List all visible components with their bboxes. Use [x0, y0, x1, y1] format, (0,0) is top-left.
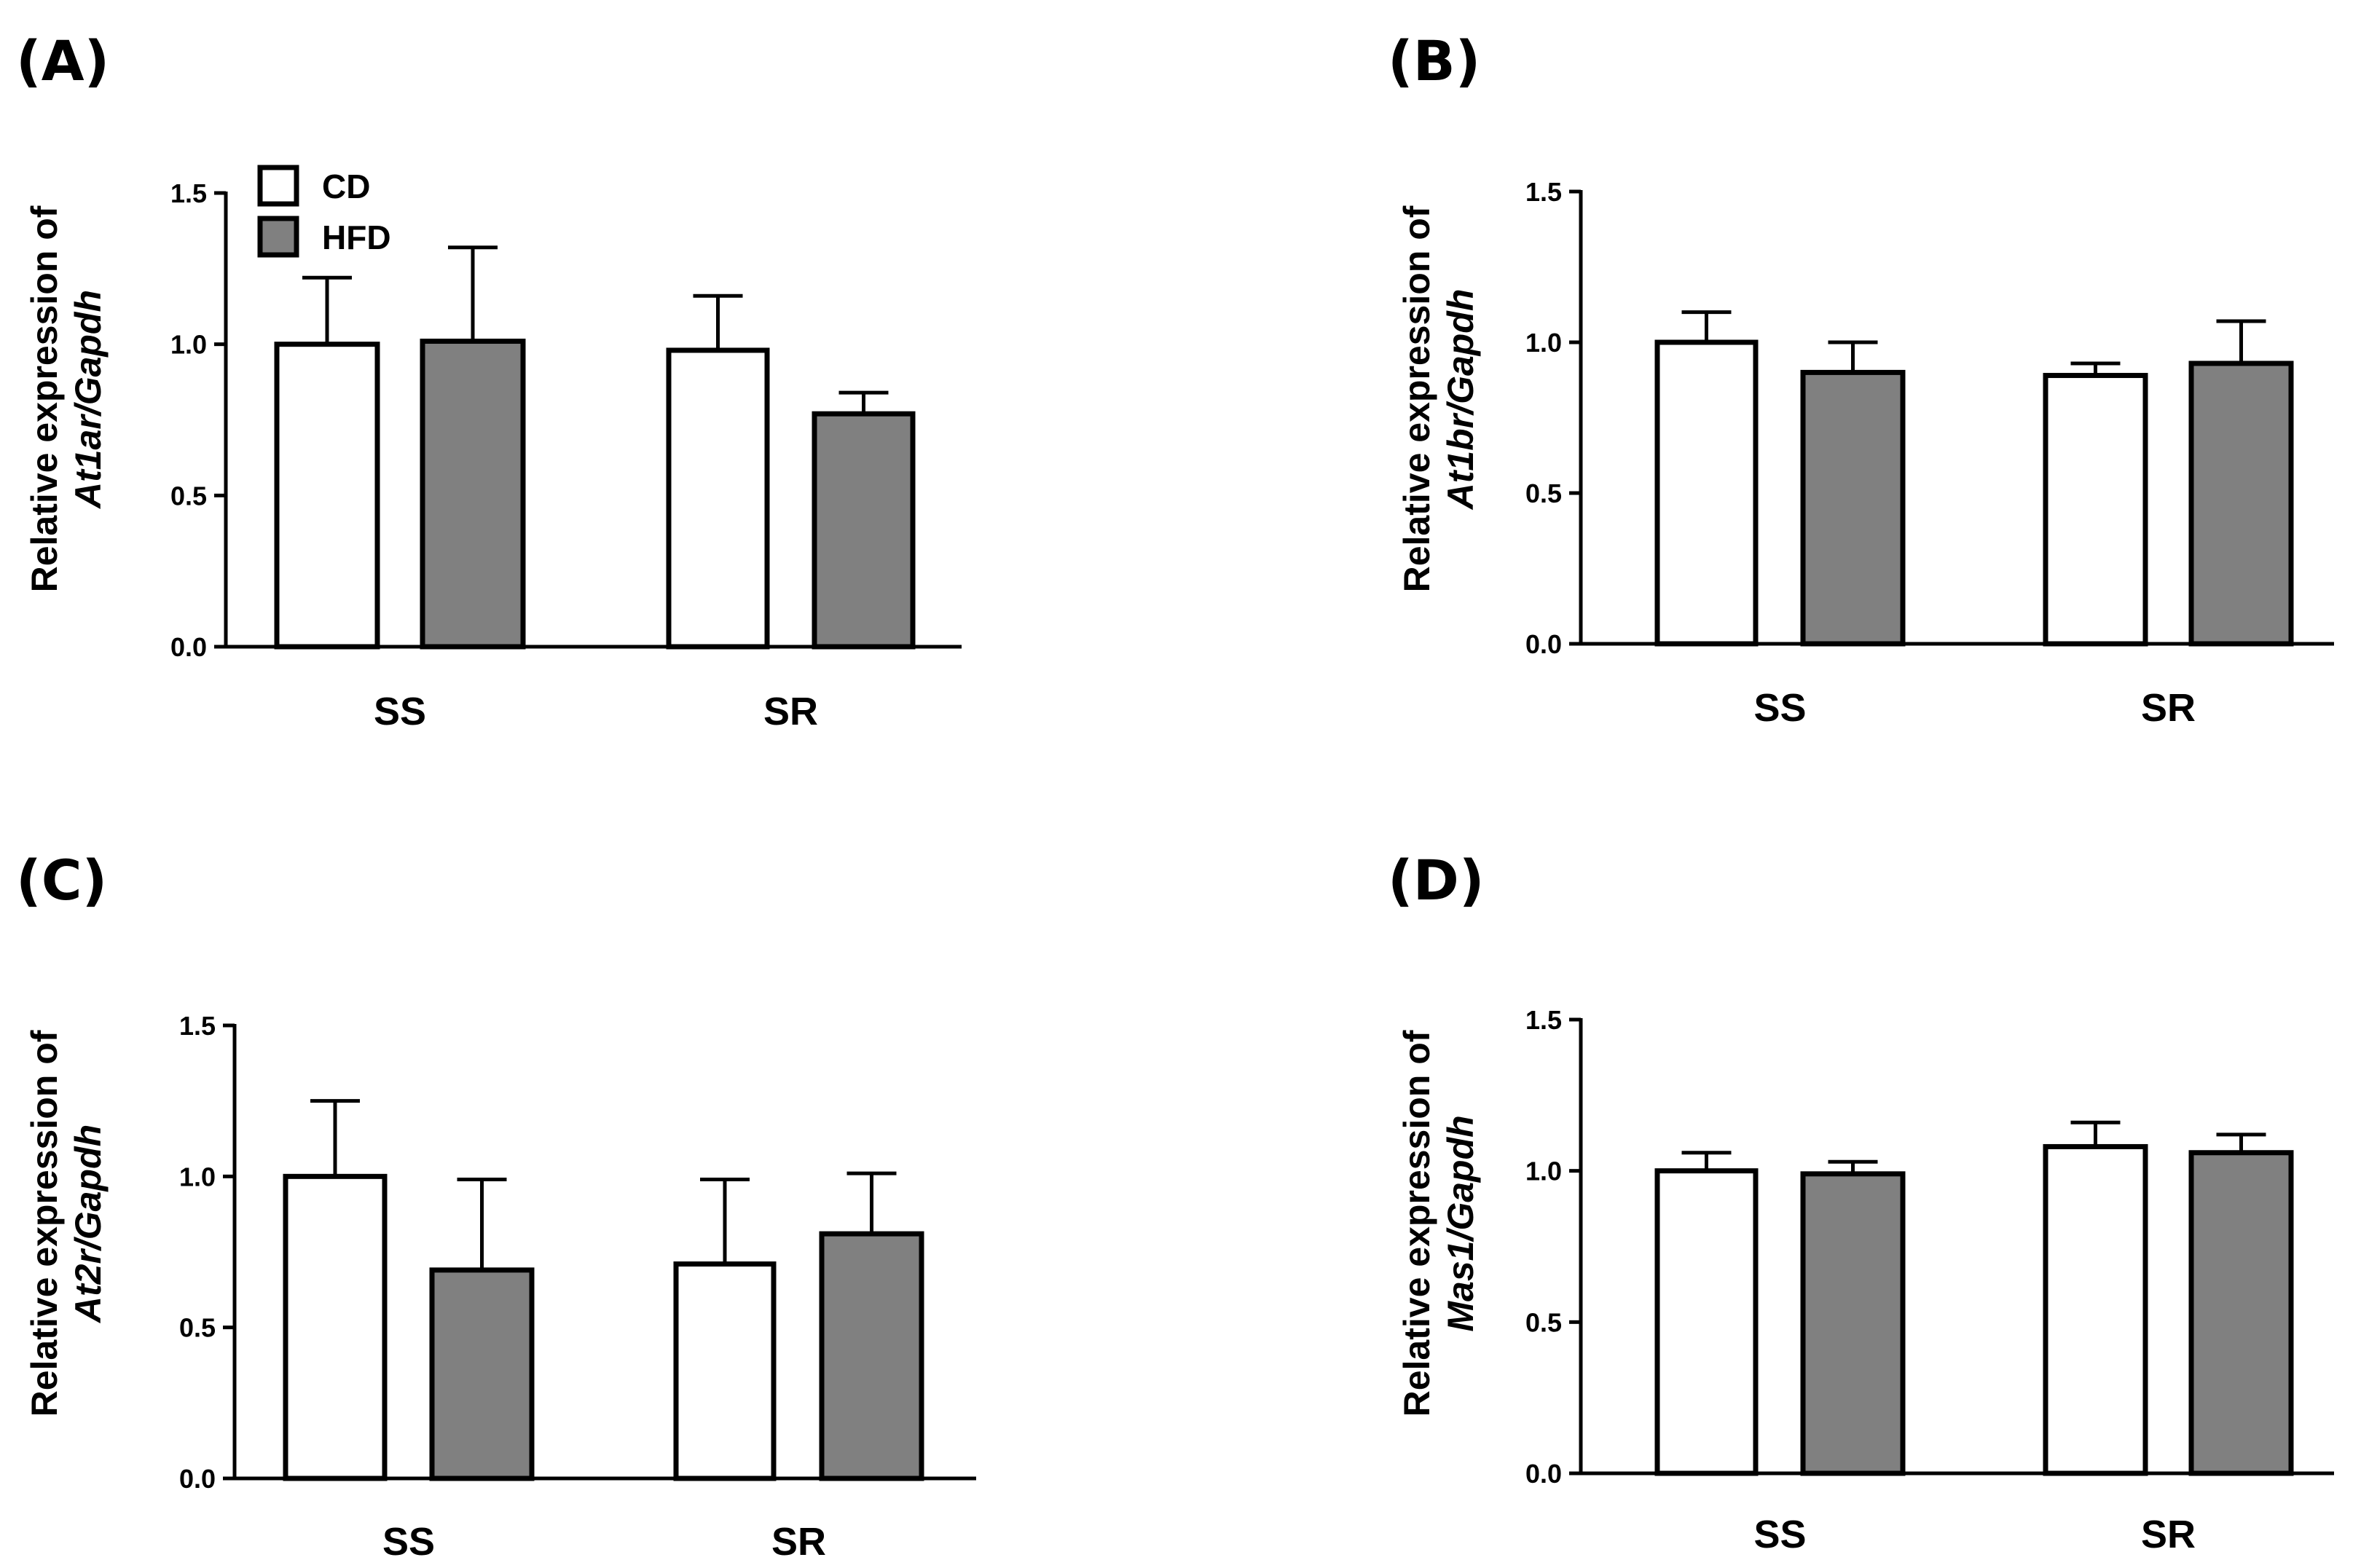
y-tick-label: 1.5: [170, 178, 207, 208]
y-tick-label: 1.5: [179, 1011, 216, 1041]
bar-cd-sr: [666, 347, 770, 650]
x-category-label: SR: [771, 1520, 826, 1564]
y-axis-title: Relative expression ofMas1/Gapdh: [1396, 1030, 1481, 1417]
chart-panel-d: (D) Relative expression ofMas1/Gapdh 0.0 0.…: [1388, 848, 2334, 1556]
bar-hfd-ss: [420, 339, 526, 650]
chart-panel-b: (B) Relative expression ofAt1br/Gapdh 0.0 0…: [1388, 28, 2334, 730]
legend-label-hfd: HFD: [322, 218, 391, 256]
y-axis-title-line2: At2r/Gapdh: [68, 1124, 109, 1324]
x-category-label: SS: [1753, 686, 1806, 730]
x-category-label: SR: [2141, 1513, 2196, 1556]
y-tick-label: 0.5: [179, 1313, 216, 1343]
x-category-label: SS: [382, 1520, 435, 1564]
y-axis-title-line2: Mas1/Gapdh: [1440, 1115, 1481, 1331]
x-category-label: SR: [2141, 686, 2196, 730]
panel-label: (A): [16, 28, 109, 93]
y-axis-title-line1: Relative expression of: [24, 1030, 65, 1417]
bar-hfd-sr: [2188, 361, 2294, 647]
y-axis-title: Relative expression ofAt1br/Gapdh: [1396, 205, 1481, 592]
bar-cd-ss: [1654, 339, 1759, 647]
y-axis-title-line2: At1ar/Gapdh: [68, 290, 109, 510]
y-tick-label: 1.0: [170, 330, 207, 360]
bar-hfd-ss: [429, 1267, 535, 1481]
y-tick-label: 0.0: [1525, 1459, 1562, 1489]
y-tick-label: 1.0: [179, 1162, 216, 1191]
y-tick-label: 1.5: [1525, 177, 1562, 207]
bar-hfd-sr: [819, 1231, 924, 1481]
x-category-label: SS: [374, 690, 426, 733]
chart-panel-c: (C) Relative expression ofAt2r/Gapdh 0.0 0.…: [16, 848, 976, 1564]
bar-cd-sr: [2043, 373, 2148, 647]
y-axis-title-line1: Relative expression of: [1396, 205, 1437, 592]
y-tick-label: 1.0: [1525, 1157, 1562, 1186]
bar-hfd-sr: [812, 411, 916, 650]
y-tick-label: 0.5: [170, 481, 207, 511]
bar-hfd-sr: [2188, 1150, 2294, 1476]
panel-label: (C): [16, 848, 107, 913]
panel-label: (D): [1388, 848, 1485, 913]
chart-panel-a: (A) Relative expression ofAt1ar/Gapdh 0.0 0…: [16, 28, 962, 733]
bar-cd-ss: [283, 1173, 388, 1481]
bar-cd-ss: [274, 342, 380, 650]
y-axis-title-line1: Relative expression of: [24, 205, 65, 592]
x-category-label: SS: [1753, 1513, 1806, 1556]
y-axis-title-line2: At1br/Gapdh: [1440, 289, 1481, 511]
legend: CD HFD: [257, 165, 391, 258]
bar-hfd-ss: [1800, 1171, 1906, 1476]
bar-cd-sr: [2043, 1143, 2148, 1476]
y-tick-label: 0.0: [179, 1464, 216, 1494]
y-tick-label: 1.5: [1525, 1005, 1562, 1035]
bar-cd-ss: [1654, 1168, 1759, 1476]
x-category-label: SR: [763, 690, 818, 733]
y-tick-label: 0.0: [170, 632, 207, 662]
y-tick-label: 0.0: [1525, 629, 1562, 659]
y-tick-label: 0.5: [1525, 478, 1562, 508]
legend-swatch-cd: [257, 165, 299, 207]
legend-swatch-hfd: [257, 216, 299, 258]
y-axis-title: Relative expression ofAt1ar/Gapdh: [24, 205, 109, 592]
y-axis-title: Relative expression ofAt2r/Gapdh: [24, 1030, 109, 1417]
y-axis-title-line1: Relative expression of: [1396, 1030, 1437, 1417]
y-tick-label: 1.0: [1525, 328, 1562, 358]
bar-cd-sr: [673, 1261, 777, 1481]
panel-label: (B): [1388, 28, 1480, 93]
y-tick-label: 0.5: [1525, 1307, 1562, 1337]
bar-hfd-ss: [1800, 369, 1906, 647]
legend-label-cd: CD: [322, 168, 370, 205]
